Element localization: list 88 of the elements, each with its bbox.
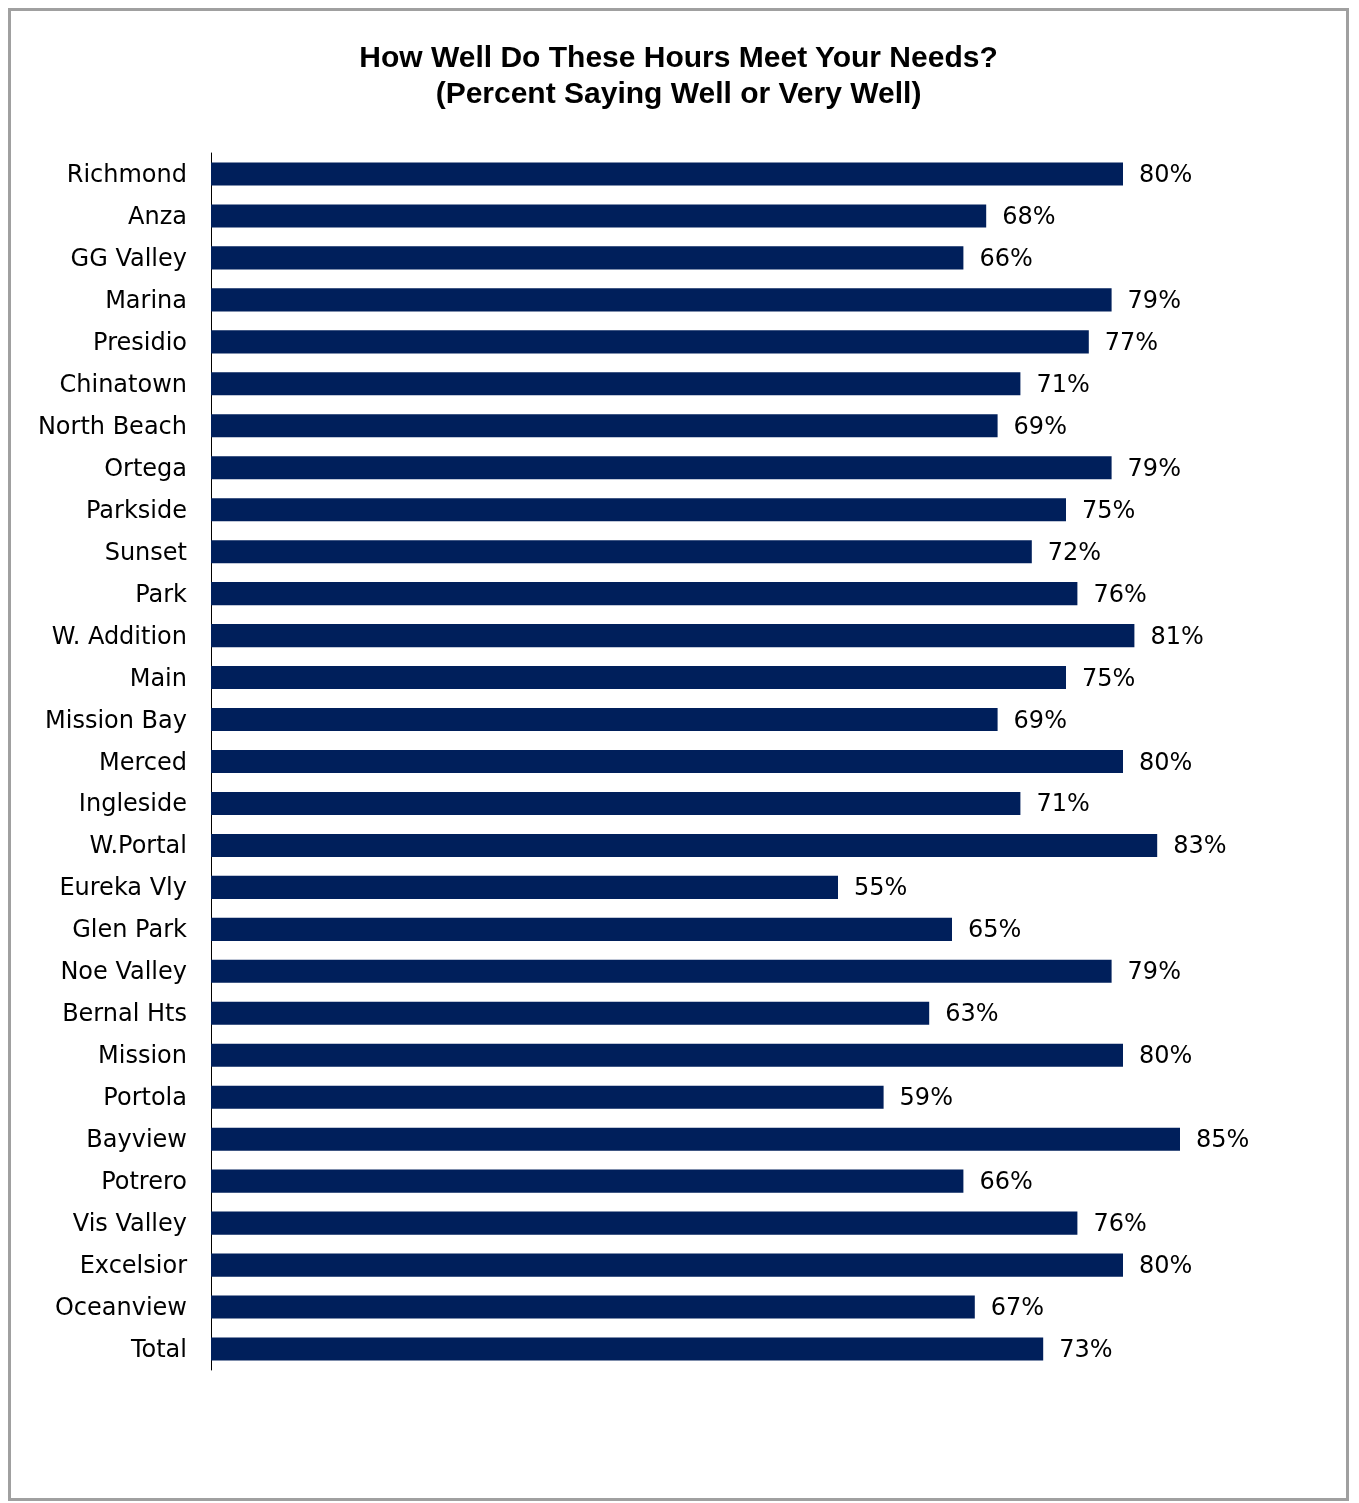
bar (211, 833, 1158, 857)
data-label: 66% (979, 1167, 1033, 1196)
y-tick-label: Presidio (93, 327, 187, 356)
y-tick-label: Ortega (104, 453, 187, 482)
data-label: 80% (1139, 1251, 1193, 1280)
data-label: 67% (990, 1293, 1045, 1322)
data-label: 71% (1036, 789, 1090, 818)
data-label: 69% (1013, 705, 1067, 734)
data-label: 55% (854, 873, 908, 902)
bar (211, 1127, 1180, 1151)
y-tick-label: Marina (105, 285, 187, 314)
y-tick-label: Vis Valley (72, 1209, 187, 1238)
y-tick-label: Parkside (85, 495, 187, 524)
data-label: 75% (1082, 663, 1136, 692)
bar (211, 624, 1135, 648)
data-label: 83% (1173, 831, 1227, 860)
y-tick-label: Ingleside (78, 789, 187, 818)
data-label: 63% (945, 999, 999, 1028)
data-label: 76% (1093, 1209, 1147, 1238)
data-label: 79% (1127, 957, 1181, 986)
data-label: 59% (899, 1083, 953, 1112)
data-label: 80% (1139, 1041, 1193, 1070)
chart-title: How Well Do These Hours Meet Your Needs? (Percent Saying Well or Very Well) (359, 39, 998, 109)
y-tick-label: W.Portal (89, 831, 187, 860)
bar (211, 1043, 1123, 1067)
data-label: 75% (1082, 495, 1136, 524)
bar (211, 1001, 930, 1025)
data-label: 69% (1013, 411, 1067, 440)
bar (211, 162, 1123, 186)
data-label: 76% (1093, 579, 1147, 608)
bar (211, 917, 952, 941)
bar (211, 582, 1078, 606)
y-tick-label: Chinatown (59, 369, 187, 398)
bar (211, 498, 1066, 522)
y-tick-label: Total (129, 1335, 187, 1364)
data-label: 79% (1127, 285, 1181, 314)
y-tick-label: Sunset (104, 537, 187, 566)
data-label: 80% (1139, 159, 1193, 188)
data-label: 66% (979, 243, 1033, 272)
y-tick-label: Oceanview (54, 1293, 187, 1322)
y-tick-label: Anza (128, 201, 187, 230)
data-label: 72% (1047, 537, 1102, 566)
y-tick-label: Portola (103, 1083, 187, 1112)
y-tick-label: Potrero (101, 1167, 187, 1196)
bar (211, 749, 1123, 774)
data-label: 71% (1036, 369, 1090, 398)
bar (211, 246, 964, 270)
bar (211, 204, 987, 228)
bar (211, 540, 1032, 564)
bar (211, 707, 998, 732)
y-tick-label: W. Addition (51, 621, 187, 650)
y-tick-label: Glen Park (72, 915, 188, 944)
y-tick-label: Merced (98, 747, 187, 776)
bar (211, 456, 1112, 480)
y-tick-label: Bernal Hts (62, 999, 187, 1028)
bar (211, 1295, 975, 1319)
y-tick-label: Bayview (86, 1125, 187, 1154)
bar (211, 330, 1089, 354)
data-label: 77% (1104, 327, 1159, 356)
bar (211, 1085, 884, 1109)
data-label: 79% (1127, 453, 1181, 482)
y-tick-label: Park (135, 579, 188, 608)
y-tick-label: Mission (98, 1041, 187, 1070)
data-label: 80% (1139, 747, 1193, 776)
bar (211, 1253, 1123, 1277)
data-label: 73% (1059, 1335, 1113, 1364)
y-tick-label: Eureka Vly (59, 873, 187, 902)
y-tick-label: Excelsior (79, 1251, 188, 1280)
data-label: 81% (1150, 621, 1204, 650)
bar (211, 1337, 1044, 1361)
bar (211, 959, 1112, 983)
y-tick-label: GG Valley (70, 243, 187, 272)
bar (211, 666, 1066, 690)
bar (211, 1211, 1078, 1235)
bar (211, 372, 1021, 396)
y-tick-label: North Beach (37, 411, 187, 440)
y-tick-label: Mission Bay (45, 705, 187, 734)
bar (211, 791, 1021, 816)
y-tick-label: Noe Valley (60, 957, 187, 986)
bar (211, 875, 838, 899)
bar (211, 414, 998, 438)
data-label: 85% (1196, 1125, 1250, 1154)
data-label: 65% (968, 915, 1022, 944)
bar (211, 1169, 964, 1193)
y-tick-label: Richmond (66, 159, 187, 188)
data-label: 68% (1002, 201, 1056, 230)
y-tick-label: Main (129, 663, 187, 692)
bar (211, 288, 1112, 312)
